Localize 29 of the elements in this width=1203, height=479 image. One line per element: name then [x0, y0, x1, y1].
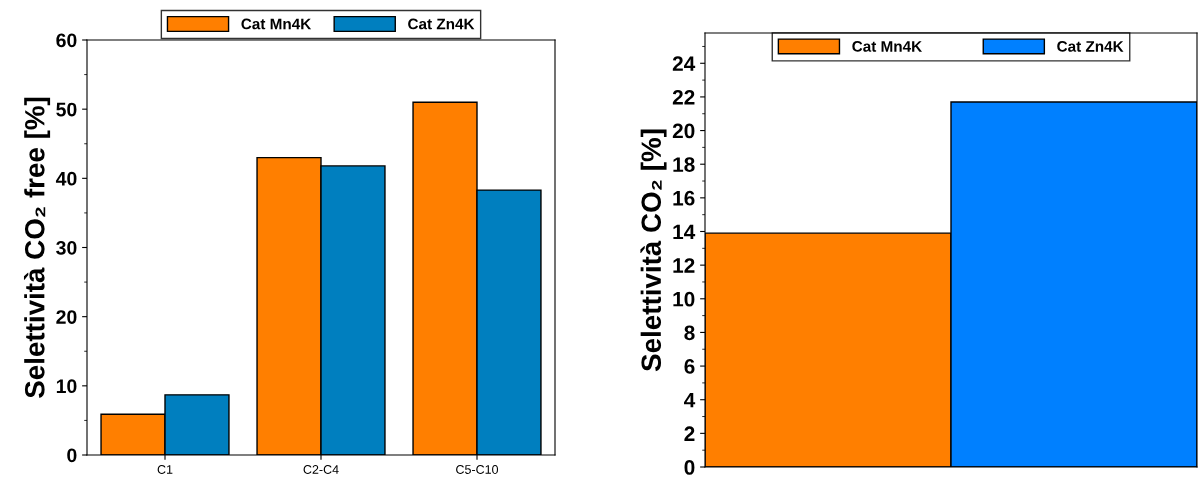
y-tick-label: 0	[67, 448, 77, 463]
y-tick-label: 2	[684, 426, 695, 441]
y-tick-label: 14	[673, 224, 696, 240]
y-tick-label: 0	[684, 460, 695, 475]
y-tick-label: 60	[56, 33, 77, 48]
y-axis-title: Selettività CO₂ free [%]	[23, 97, 51, 398]
x-tick-label: C5-C10	[456, 465, 499, 474]
y-tick-label: 10	[673, 291, 695, 307]
legend-label: Cat Mn4K	[241, 18, 312, 30]
y-tick-label: 6	[684, 359, 695, 374]
y-tick-label: 24	[672, 56, 696, 71]
y-tick-label: 30	[56, 240, 77, 255]
y-tick-label: 16	[673, 190, 695, 206]
y-tick-label: 8	[684, 325, 695, 341]
y-tick-label: 4	[684, 392, 696, 408]
y-tick-label: 50	[56, 102, 77, 117]
legend-label: Cat Zn4K	[408, 18, 475, 30]
y-tick-label: 12	[673, 258, 695, 273]
x-tick-label: C1	[157, 465, 173, 474]
y-tick-label: 10	[56, 379, 77, 394]
y-tick-label: 20	[672, 123, 695, 139]
y-tick-label: 40	[55, 171, 77, 186]
x-tick-label: C2-C4	[303, 465, 339, 474]
y-axis-title: Selettività CO₂ [%]	[640, 129, 667, 372]
y-tick-label: 18	[673, 157, 695, 172]
legend-label: Cat Mn4K	[852, 40, 922, 52]
legend-label: Cat Zn4K	[1057, 40, 1124, 52]
y-tick-label: 20	[56, 310, 77, 324]
y-tick-label: 22	[672, 89, 695, 105]
